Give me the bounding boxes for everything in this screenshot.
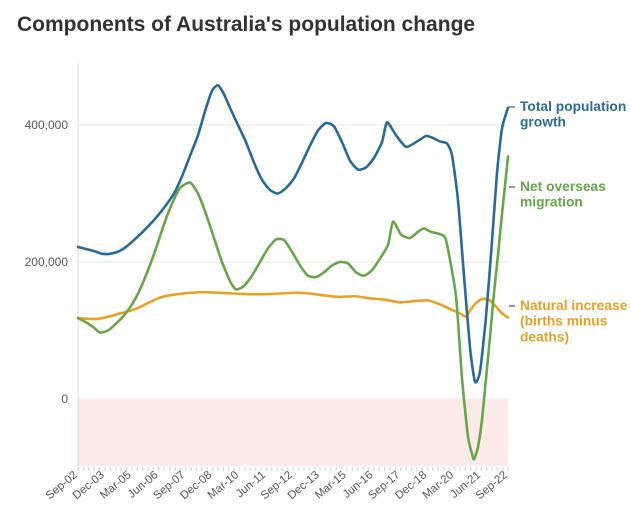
- svg-text:migration: migration: [520, 195, 583, 210]
- svg-text:Total population: Total population: [520, 99, 626, 114]
- svg-text:Mar-20: Mar-20: [421, 469, 457, 502]
- svg-text:400,000: 400,000: [25, 118, 69, 132]
- svg-text:200,000: 200,000: [25, 255, 69, 269]
- svg-text:Mar-10: Mar-10: [206, 469, 242, 502]
- svg-text:Mar-15: Mar-15: [313, 469, 349, 502]
- svg-text:Mar-05: Mar-05: [98, 469, 134, 502]
- svg-text:growth: growth: [520, 115, 566, 130]
- svg-text:0: 0: [61, 392, 68, 406]
- svg-text:deaths): deaths): [520, 329, 569, 344]
- svg-text:Net overseas: Net overseas: [520, 179, 606, 194]
- svg-text:(births minus: (births minus: [520, 314, 608, 329]
- svg-text:Natural increase: Natural increase: [520, 298, 628, 313]
